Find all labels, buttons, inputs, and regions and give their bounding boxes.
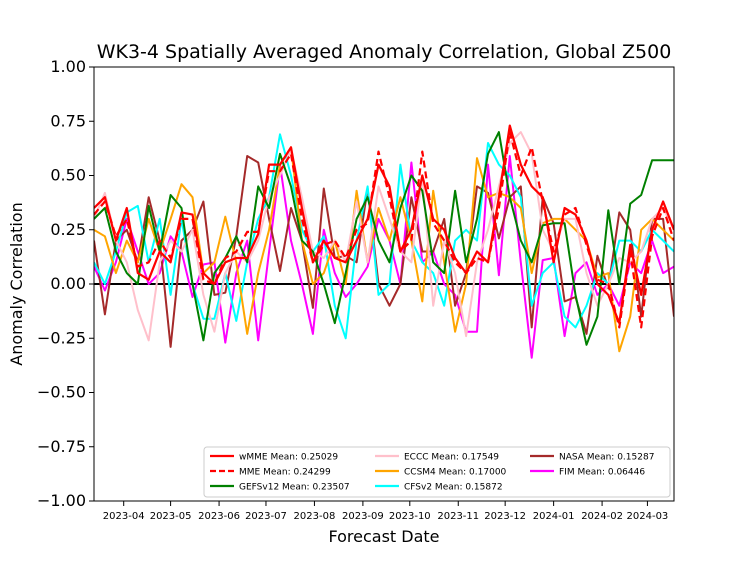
plot-area: [94, 124, 674, 359]
x-tick-label: 2024-02: [581, 511, 623, 522]
legend-box: [203, 446, 671, 498]
x-tick-label: 2023-11: [437, 511, 479, 522]
x-tick-label: 2023-08: [294, 511, 336, 522]
chart-title: WK3-4 Spatially Averaged Anomaly Correla…: [97, 41, 672, 63]
legend-label: CFSv2 Mean: 0.15872: [404, 483, 503, 493]
y-tick-label: 0.75: [50, 111, 86, 130]
x-tick-label: 2023-09: [342, 511, 384, 522]
x-tick-label: 2023-10: [389, 511, 431, 522]
legend-label: GEFSv12 Mean: 0.23507: [239, 483, 350, 493]
series-line: [94, 124, 674, 325]
y-tick-label: 1.00: [50, 57, 86, 76]
y-axis: −1.00 −0.75 −0.50 −0.25 0.00 0.25 0.50 0.75 1.00: [37, 57, 94, 510]
x-tick-label: 2024-03: [627, 511, 669, 522]
x-axis: 2023-04 2023-05 2023-06 2023-07 2023-08 2023-…: [103, 501, 669, 522]
y-tick-label: −1.00: [37, 491, 86, 510]
x-tick-label: 2023-05: [150, 511, 192, 522]
legend-label: wMME Mean: 0.25029: [239, 453, 338, 463]
y-tick-label: 0.25: [50, 220, 86, 239]
x-tick-label: 2023-12: [484, 511, 526, 522]
y-axis-label: Anomaly Correlation: [7, 202, 26, 366]
legend-label: MME Mean: 0.24299: [239, 468, 331, 478]
x-tick-label: 2023-04: [103, 511, 145, 522]
legend: wMME Mean: 0.25029 MME Mean: 0.24299 GEFSv…: [203, 446, 671, 498]
series-line: [94, 155, 674, 359]
series-line: [94, 133, 674, 340]
x-tick-label: 2023-06: [198, 511, 240, 522]
series-lines: [94, 124, 674, 359]
y-tick-label: 0.00: [50, 274, 86, 293]
y-tick-label: −0.75: [37, 437, 86, 456]
series-line: [94, 131, 674, 342]
legend-label: ECCC Mean: 0.17549: [404, 453, 499, 463]
series-line: [94, 131, 674, 346]
y-tick-label: −0.50: [37, 383, 86, 402]
x-axis-label: Forecast Date: [328, 527, 439, 546]
x-tick-label: 2023-07: [245, 511, 287, 522]
legend-label: CCSM4 Mean: 0.17000: [404, 468, 507, 478]
legend-label: NASA Mean: 0.15287: [559, 453, 654, 463]
x-tick-label: 2024-01: [533, 511, 575, 522]
y-tick-label: 0.50: [50, 166, 86, 185]
y-tick-label: −0.25: [37, 328, 86, 347]
legend-label: FIM Mean: 0.06446: [559, 468, 645, 478]
